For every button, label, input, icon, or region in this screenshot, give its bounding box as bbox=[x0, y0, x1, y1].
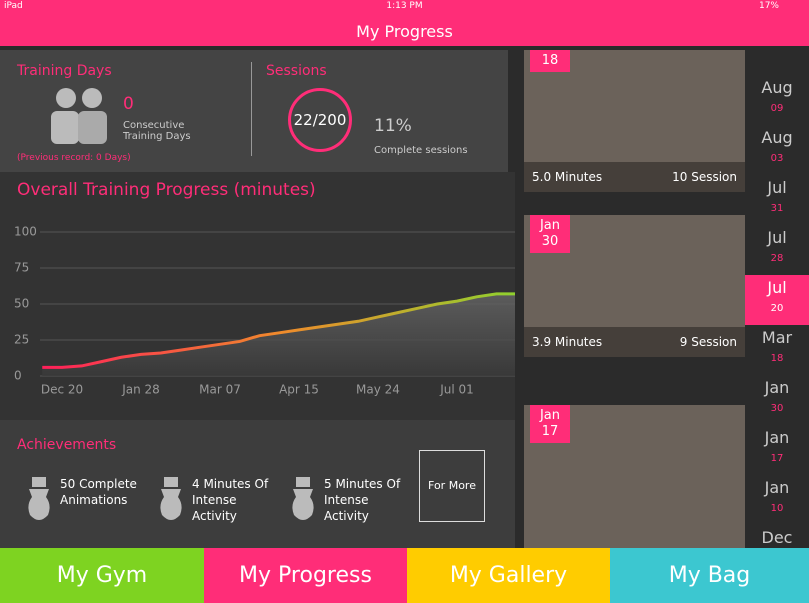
date-badge: Jan 30 bbox=[530, 215, 570, 253]
date-month: Aug bbox=[761, 128, 793, 147]
date-month: Mar bbox=[761, 328, 793, 347]
x-tick-label: Mar 07 bbox=[199, 383, 241, 397]
date-day: 09 bbox=[770, 103, 784, 114]
minutes: 5.0 Minutes bbox=[532, 170, 603, 184]
chart-title: Overall Training Progress (minutes) bbox=[17, 180, 316, 200]
date-day: 30 bbox=[770, 403, 784, 414]
medal-icon bbox=[28, 477, 50, 520]
date-day: 31 bbox=[770, 203, 784, 214]
date-item[interactable]: Aug 03 bbox=[745, 125, 809, 175]
y-tick-label: 50 bbox=[14, 297, 29, 311]
time: 1:13 PM bbox=[386, 1, 423, 11]
date-month: Dec bbox=[761, 528, 793, 547]
sessions: 9 Session bbox=[679, 335, 737, 349]
x-tick-label: Apr 15 bbox=[279, 383, 319, 397]
date-month: Jul bbox=[767, 278, 787, 297]
line bbox=[42, 292, 515, 369]
date-month: Jan bbox=[764, 478, 790, 497]
date-day: 10 bbox=[770, 503, 784, 514]
date-badge: Jan 17 bbox=[530, 405, 570, 443]
caption: 5.0 Minutes 10 Session bbox=[524, 162, 745, 192]
people-icon bbox=[51, 88, 107, 144]
previous-record: (Previous record: 0 Days) bbox=[17, 153, 131, 163]
sessions: 10 Session bbox=[672, 170, 737, 184]
y-tick-label: 75 bbox=[14, 261, 29, 275]
video-card[interactable]: 18 5.0 Minutes 10 Session bbox=[524, 50, 745, 192]
date-day: 03 bbox=[770, 153, 784, 164]
badge-month: Jan bbox=[539, 408, 561, 423]
x-tick-label: Jul 01 bbox=[439, 383, 474, 397]
x-tick-label: Dec 20 bbox=[41, 383, 83, 397]
date-day: 20 bbox=[770, 303, 784, 314]
tab[interactable]: My Progress bbox=[204, 548, 407, 603]
achievements-title: Achievements bbox=[17, 437, 117, 453]
date-item[interactable]: Mar 18 bbox=[745, 325, 809, 375]
date-item[interactable]: Jan 10 bbox=[745, 475, 809, 525]
badge-day: 17 bbox=[541, 424, 559, 439]
tab[interactable]: My Bag bbox=[610, 548, 809, 603]
divider bbox=[251, 62, 252, 156]
badge-day: 30 bbox=[541, 234, 559, 249]
medal-icon bbox=[292, 477, 314, 520]
training-label: Consecutive Training Days bbox=[123, 120, 191, 142]
video-card[interactable]: Jan 30 3.9 Minutes 9 Session bbox=[524, 215, 745, 357]
header-bar bbox=[0, 0, 809, 46]
badge-month: Jan bbox=[539, 218, 561, 233]
caption: 3.9 Minutes 9 Session bbox=[524, 327, 745, 357]
medal-icon bbox=[160, 477, 182, 520]
date-item[interactable]: Jan 30 bbox=[745, 375, 809, 425]
device: iPad bbox=[4, 1, 23, 11]
sessions-percent: 11% bbox=[374, 116, 412, 136]
achievement: 4 Minutes Of Intense Activity bbox=[192, 477, 269, 523]
date-month: Jul bbox=[767, 228, 787, 247]
sessions-title: Sessions bbox=[266, 63, 327, 79]
date-month: Aug bbox=[761, 78, 793, 97]
y-tick-label: 0 bbox=[14, 369, 22, 383]
minutes: 3.9 Minutes bbox=[532, 335, 603, 349]
x-tick-label: May 24 bbox=[356, 383, 400, 397]
y-tick-label: 25 bbox=[14, 333, 29, 347]
header-title: My Progress bbox=[356, 22, 453, 41]
battery: 17% bbox=[758, 1, 779, 11]
date-item[interactable]: Aug 09 bbox=[745, 75, 809, 125]
date-day: 18 bbox=[770, 353, 784, 364]
more-button[interactable]: For More bbox=[419, 450, 485, 522]
sessions-label: Complete sessions bbox=[374, 145, 468, 156]
chart: Overall Training Progress (minutes) 0 25 5… bbox=[0, 172, 515, 420]
date-item[interactable]: Jul 28 bbox=[745, 225, 809, 275]
date-month: Jan bbox=[764, 378, 790, 397]
badge-day: 18 bbox=[541, 53, 559, 68]
tab[interactable]: My Gallery bbox=[407, 548, 610, 603]
y-tick-label: 100 bbox=[14, 225, 37, 239]
date-item[interactable]: Jul 31 bbox=[745, 175, 809, 225]
date-badge: 18 bbox=[530, 50, 570, 72]
achievements-panel bbox=[0, 420, 515, 548]
date-month: Jul bbox=[767, 178, 787, 197]
achievement: 5 Minutes Of Intense Activity bbox=[324, 477, 401, 523]
sessions-ring: 22/200 bbox=[288, 88, 352, 152]
tab[interactable]: My Gym bbox=[0, 548, 204, 603]
achievement: 50 Complete Animations bbox=[60, 477, 137, 507]
training-value: 0 bbox=[123, 94, 134, 114]
video-card[interactable]: Jan 17 bbox=[524, 405, 745, 548]
date-item[interactable]: Dec bbox=[745, 525, 809, 575]
date-day: 28 bbox=[770, 253, 784, 264]
x-tick-label: Jan 28 bbox=[121, 383, 160, 397]
date-day: 17 bbox=[770, 453, 784, 464]
training-title: Training Days bbox=[17, 63, 112, 79]
date-item[interactable]: Jul 20 bbox=[745, 275, 809, 325]
area bbox=[42, 293, 515, 376]
date-item[interactable]: Jan 17 bbox=[745, 425, 809, 475]
date-month: Jan bbox=[764, 428, 790, 447]
